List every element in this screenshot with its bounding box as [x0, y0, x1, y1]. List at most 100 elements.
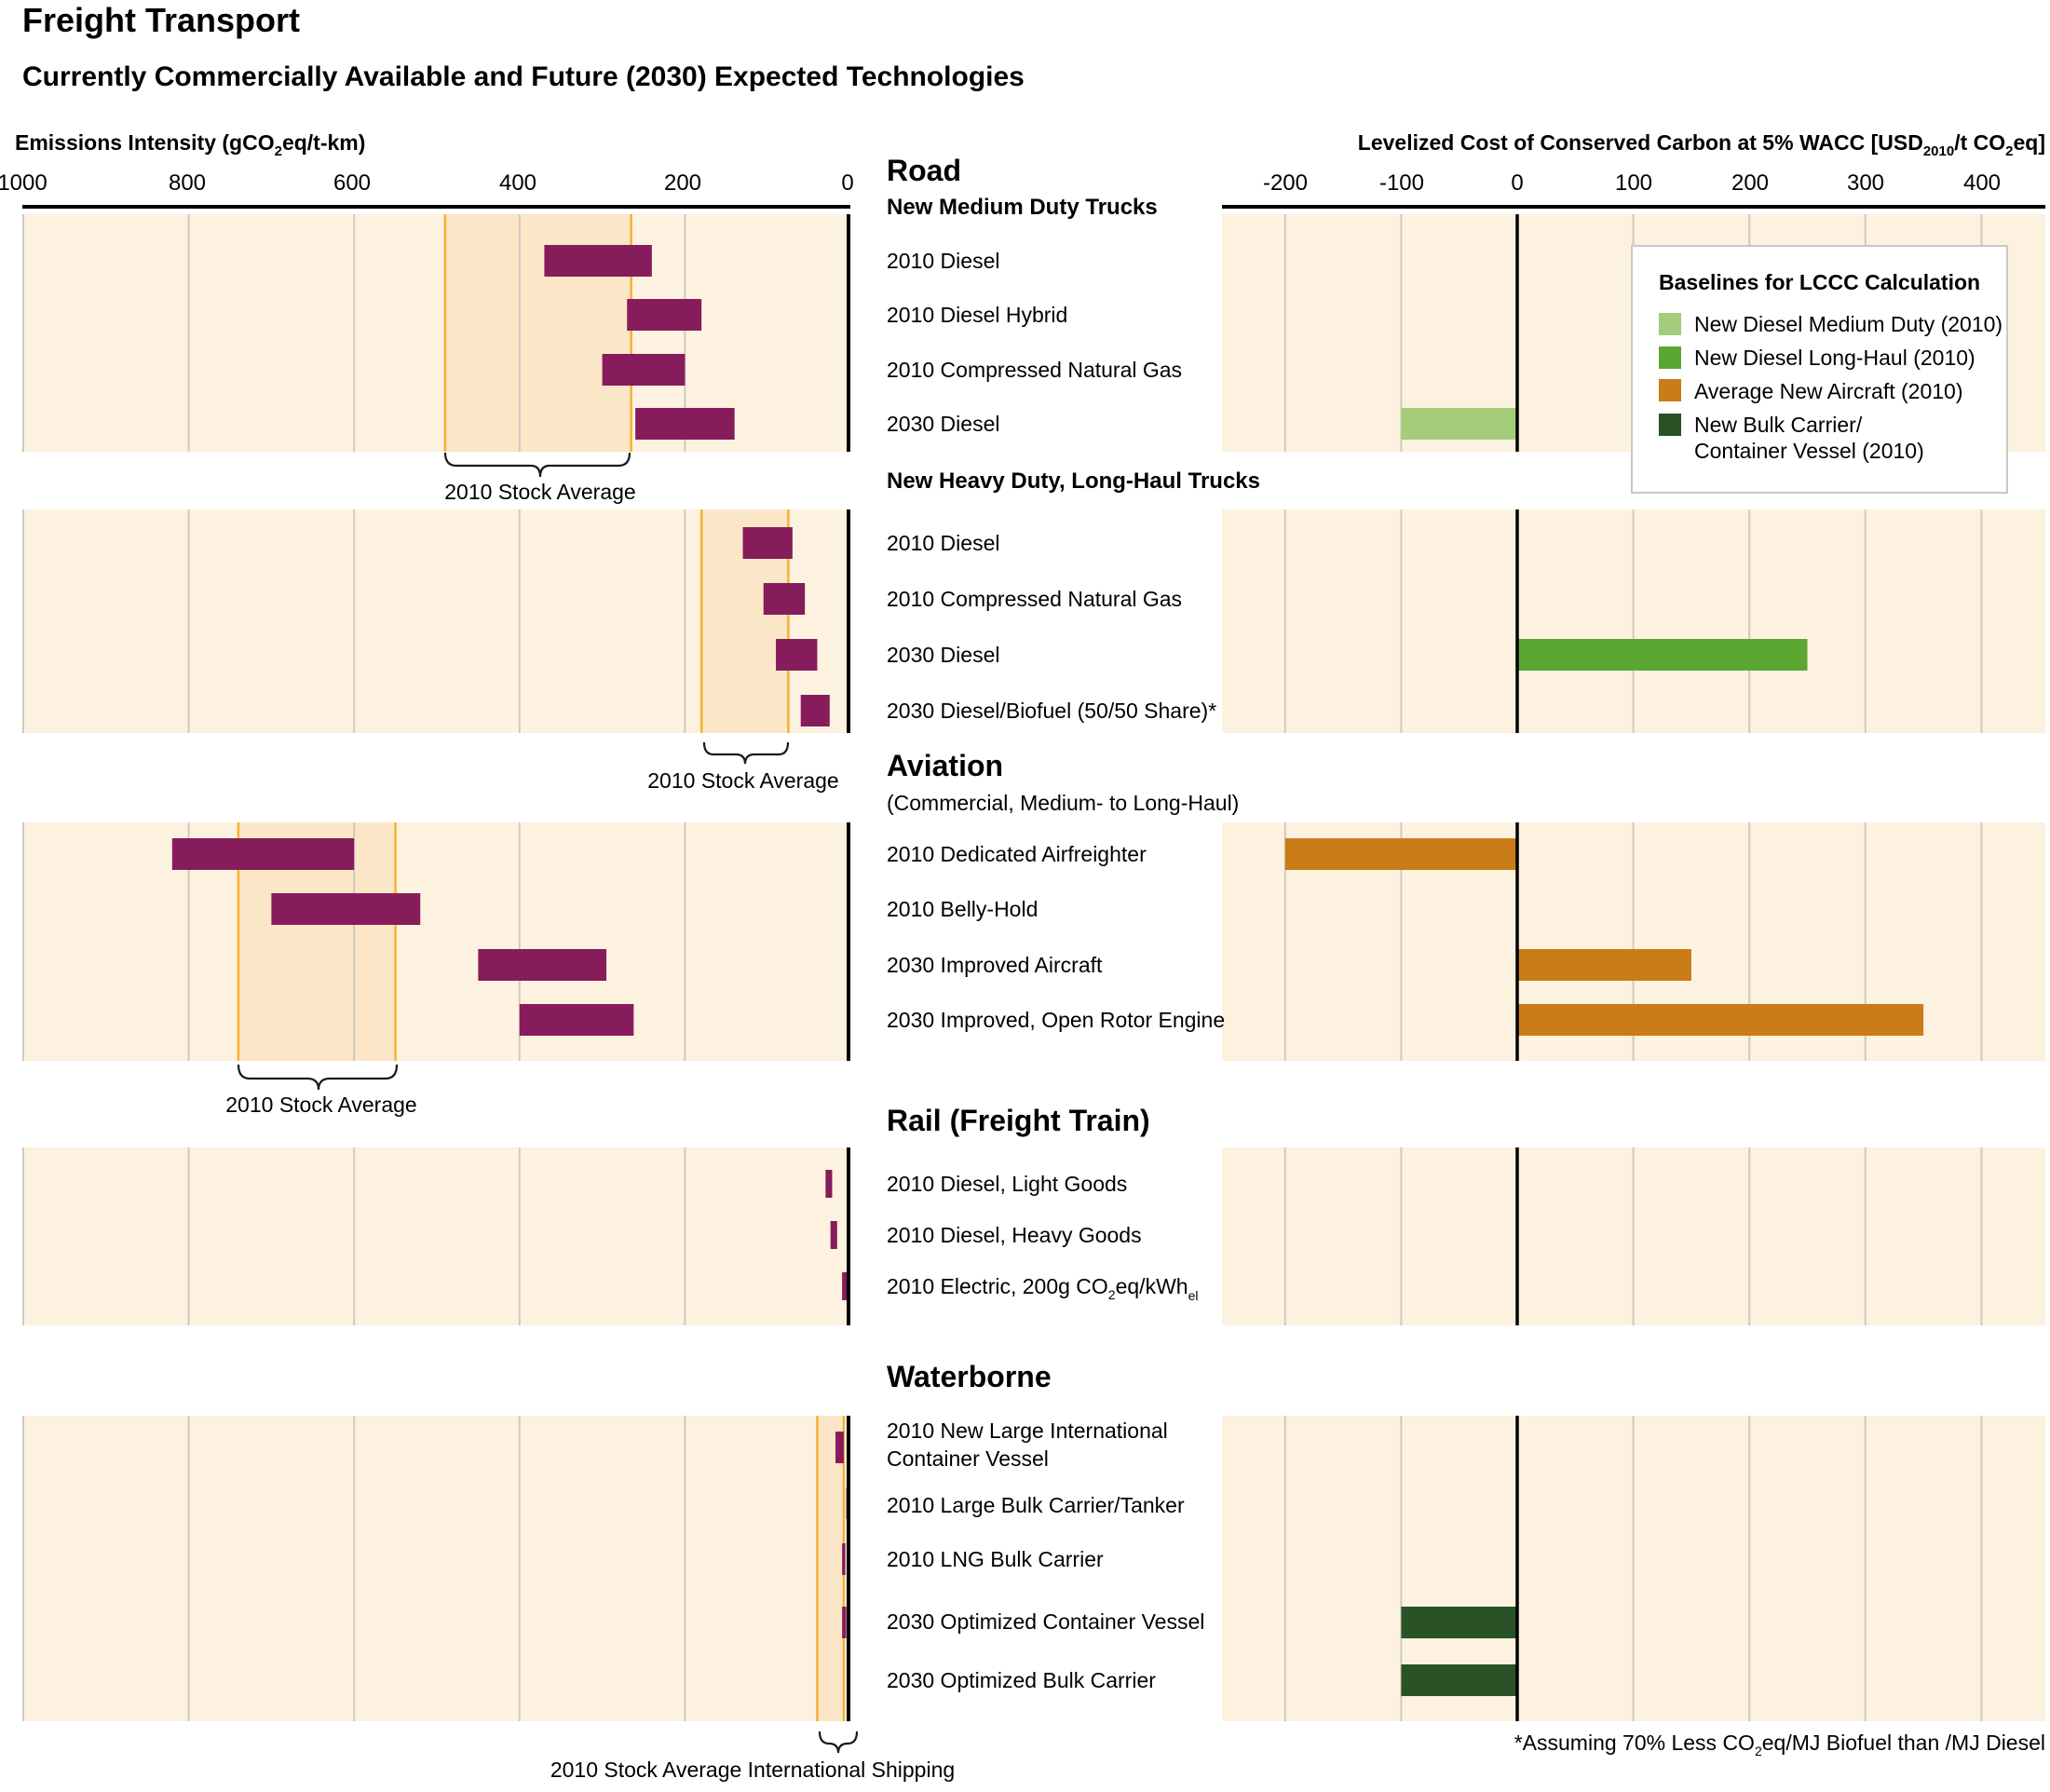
row-label: Container Vessel: [887, 1446, 1049, 1471]
left-tick-label: 1000: [0, 170, 48, 196]
legend-swatch: [1659, 313, 1681, 335]
lccc-bar: [1284, 838, 1517, 870]
right-tick-label: 0: [1511, 170, 1523, 196]
bracket-shipping: [818, 1731, 859, 1754]
stock-average-label-heavy: 2010 Stock Average: [647, 768, 838, 793]
legend-label: Average New Aircraft (2010): [1694, 379, 1963, 403]
legend-label: New Bulk Carrier/: [1694, 413, 1863, 437]
stock-average-brackets: [237, 452, 859, 1754]
legend: Baselines for LCCC Calculation New Diese…: [1631, 245, 2008, 494]
lccc-bar: [1401, 1607, 1517, 1638]
legend-label: New Diesel Medium Duty (2010): [1694, 312, 2002, 336]
emissions-bar: [842, 1607, 847, 1638]
section-aviation-subtitle: (Commercial, Medium- to Long-Haul): [887, 791, 1239, 815]
left-tick-label: 600: [333, 170, 371, 196]
right-tick-labels: -200 -100 0 100 200 300 400: [1263, 170, 2001, 196]
left-tick-label: 0: [841, 170, 853, 196]
bracket-aviation: [237, 1064, 399, 1091]
bracket-road: [443, 452, 631, 478]
zero-lines: [847, 214, 1519, 1721]
left-tick-label: 400: [499, 170, 536, 196]
stock-average-band: [817, 1416, 844, 1721]
left-tick-label: 200: [664, 170, 701, 196]
row-label: 2010 Belly-Hold: [887, 897, 1038, 921]
right-tick-label: -100: [1379, 170, 1424, 196]
row-label: 2010 Dedicated Airfreighter: [887, 842, 1147, 866]
row-label: 2030 Diesel: [887, 412, 999, 436]
lccc-bar: [1401, 408, 1517, 440]
lccc-bar: [1517, 1004, 1924, 1036]
stock-average-label-shipping: 2010 Stock Average International Shippin…: [550, 1758, 955, 1782]
section-rail: Rail (Freight Train): [887, 1104, 1150, 1137]
emissions-bar: [171, 838, 355, 870]
right-axis-title: Levelized Cost of Conserved Carbon at 5%…: [1358, 130, 2045, 159]
row-label: 2010 Diesel, Heavy Goods: [887, 1223, 1142, 1247]
lccc-bar: [1517, 639, 1808, 671]
section-headers: Road New Medium Duty Trucks New Heavy Du…: [887, 154, 1260, 1393]
stock-average-label-road: 2010 Stock Average: [444, 480, 635, 504]
legend-title: Baselines for LCCC Calculation: [1659, 270, 1980, 294]
legend-label: Container Vessel (2010): [1694, 439, 1924, 463]
emissions-panel: [22, 1147, 850, 1325]
right-tick-label: -200: [1263, 170, 1308, 196]
figure-title: Freight Transport: [22, 1, 300, 39]
row-label: 2010 Compressed Natural Gas: [887, 358, 1182, 382]
row-label: 2010 Large Bulk Carrier/Tanker: [887, 1493, 1185, 1517]
emissions-bar: [825, 1170, 833, 1198]
emissions-bar: [519, 1004, 634, 1036]
emissions-bar: [800, 695, 830, 726]
row-label: 2030 Improved, Open Rotor Engine: [887, 1008, 1225, 1032]
row-label: 2010 Diesel Hybrid: [887, 303, 1067, 327]
row-label: 2010 Electric, 200g CO2eq/kWhel: [887, 1274, 1198, 1303]
emissions-bar: [842, 1272, 848, 1300]
lccc-bar: [1517, 949, 1691, 981]
legend-swatch: [1659, 346, 1681, 369]
legend-swatch: [1659, 379, 1681, 401]
row-label: 2010 New Large International: [887, 1419, 1168, 1443]
legend-box: [1631, 245, 2008, 494]
row-label: 2030 Improved Aircraft: [887, 953, 1103, 977]
row-label: 2010 LNG Bulk Carrier: [887, 1547, 1104, 1571]
emissions-bar: [544, 245, 652, 277]
emissions-bar: [763, 583, 806, 615]
right-tick-label: 200: [1731, 170, 1769, 196]
row-labels: 2010 Diesel 2010 Diesel Hybrid 2010 Comp…: [887, 249, 1225, 1692]
left-tick-label: 800: [169, 170, 206, 196]
emissions-bar: [776, 639, 818, 671]
left-axis-title: Emissions Intensity (gCO2eq/t-km): [15, 130, 365, 159]
right-tick-label: 100: [1615, 170, 1652, 196]
emissions-bar: [271, 893, 421, 925]
row-label: 2030 Optimized Bulk Carrier: [887, 1668, 1156, 1692]
footnote: *Assuming 70% Less CO2eq/MJ Biofuel than…: [1514, 1731, 2045, 1758]
figure-subtitle: Currently Commercially Available and Fut…: [22, 61, 1025, 92]
stock-average-label-aviation: 2010 Stock Average: [225, 1093, 416, 1117]
section-aviation: Aviation: [887, 749, 1003, 782]
section-road: Road: [887, 154, 961, 187]
row-label: 2010 Diesel, Light Goods: [887, 1172, 1127, 1196]
legend-swatch: [1659, 414, 1681, 436]
right-tick-label: 400: [1963, 170, 2001, 196]
emissions-panel: [22, 822, 850, 1061]
right-tick-label: 300: [1847, 170, 1884, 196]
left-tick-labels: 1000 800 600 400 200 0: [0, 170, 854, 196]
lccc-bar: [1401, 1664, 1517, 1696]
row-label: 2010 Diesel: [887, 249, 999, 273]
emissions-bar: [602, 354, 686, 386]
legend-label: New Diesel Long-Haul (2010): [1694, 346, 1975, 370]
emissions-bar: [830, 1221, 837, 1249]
emissions-bar: [742, 527, 793, 559]
section-waterborne: Waterborne: [887, 1360, 1052, 1393]
bracket-heavy: [702, 741, 790, 765]
section-medium-duty: New Medium Duty Trucks: [887, 195, 1158, 220]
emissions-bar: [478, 949, 607, 981]
emissions-bar: [635, 408, 735, 440]
emissions-bar: [842, 1543, 846, 1575]
row-label: 2030 Diesel/Biofuel (50/50 Share)*: [887, 699, 1216, 723]
bars: [171, 245, 1924, 1696]
stock-average-labels: 2010 Stock Average 2010 Stock Average 20…: [225, 480, 955, 1782]
emissions-panel: [22, 1416, 850, 1721]
row-label: 2030 Diesel: [887, 643, 999, 667]
row-label: 2010 Compressed Natural Gas: [887, 587, 1182, 611]
emissions-bar: [835, 1432, 844, 1463]
